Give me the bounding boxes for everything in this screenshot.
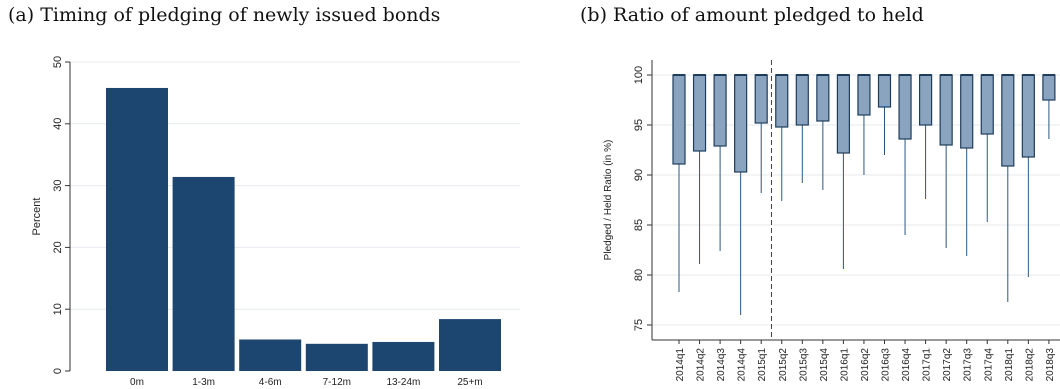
chart-a-x-tick-label: 7-12m <box>323 377 351 388</box>
chart-b-y-axis-label: Pledged / Held Ratio (in %) <box>603 140 614 261</box>
chart-b-x-tick-label: 2017q2 <box>942 348 953 382</box>
chart-a-y-tick-label: 10 <box>52 303 64 315</box>
chart-b-box-2015q4 <box>816 74 830 122</box>
chart-b-box-2014q4 <box>734 74 748 173</box>
chart-b-y-tick-label: 100 <box>633 66 645 84</box>
chart-a-x-tick-label: 13-24m <box>386 377 420 388</box>
chart-b-box-2015q2 <box>775 74 789 128</box>
chart-b-box-2017q3 <box>960 74 974 149</box>
chart-a-bar-25+m <box>439 319 501 371</box>
chart-b-x-tick-label: 2015q2 <box>778 348 789 382</box>
chart-b-x-tick-label: 2017q4 <box>983 348 994 382</box>
chart-b-x-tick-label: 2015q3 <box>798 348 809 382</box>
chart-b-box-2014q3 <box>713 74 727 147</box>
chart-b-x-tick-label: 2016q3 <box>881 348 892 382</box>
chart-b-y-tick-label: 75 <box>633 319 645 331</box>
chart-b-y-tick-label: 90 <box>633 169 645 181</box>
chart-b-y-tick-label: 80 <box>633 269 645 281</box>
chart-b-x-tick-label: 2014q4 <box>737 348 748 382</box>
chart-b-x-tick-label: 2015q4 <box>819 348 830 382</box>
chart-b-box-2014q2 <box>692 74 707 152</box>
chart-a-y-tick-label: 40 <box>52 118 64 130</box>
chart-a-bar-13-24m <box>372 341 435 371</box>
chart-b-x-tick-label: 2014q1 <box>675 348 686 382</box>
chart-b-x-tick-label: 2016q4 <box>901 348 912 382</box>
chart-b-box-2018q3 <box>1042 74 1056 101</box>
chart-b-box-2014q1 <box>672 74 686 165</box>
chart-b-x-tick-label: 2018q2 <box>1024 348 1035 382</box>
chart-b-x-tick-label: 2016q2 <box>860 348 871 382</box>
chart-a-y-axis-label: Percent <box>31 198 43 236</box>
chart-a-y-tick-label: 30 <box>52 179 64 191</box>
chart-b-x-tick-label: 2018q1 <box>1004 348 1015 382</box>
chart-b-x-tick-label: 2017q3 <box>963 348 974 382</box>
chart-b-box-2015q1 <box>754 74 768 124</box>
chart-b-box-2015q3 <box>795 74 809 126</box>
chart-b-box-2018q2 <box>1021 74 1035 158</box>
chart-b-box-2017q2 <box>939 74 953 146</box>
chart-b-y-tick-label: 85 <box>633 219 645 231</box>
chart-b-x-tick-label: 2017q1 <box>922 348 933 382</box>
chart-b-box-2016q1 <box>836 74 851 154</box>
chart-a-x-tick-label: 1-3m <box>192 377 215 388</box>
chart-b-x-tick-label: 2014q3 <box>716 348 727 382</box>
chart-b-title: (b) Ratio of amount pledged to held <box>580 4 924 26</box>
chart-b-box-2016q4 <box>898 74 912 140</box>
chart-a-title: (a) Timing of pledging of newly issued b… <box>8 4 441 26</box>
chart-a-bar-1-3m <box>172 176 235 371</box>
chart-a-y-tick-label: 20 <box>52 241 64 253</box>
chart-b-x-tick-label: 2016q1 <box>839 348 850 382</box>
chart-b-box-2017q1 <box>918 74 933 126</box>
chart-b-box-2017q4 <box>980 74 994 135</box>
chart-a-bar-7-12m <box>305 343 368 371</box>
chart-b-box-2018q1 <box>1001 74 1015 167</box>
chart-b-x-tick-label: 2015q1 <box>757 348 768 382</box>
chart-b-y-tick-label: 95 <box>633 119 645 131</box>
chart-a-x-tick-label: 0m <box>130 377 144 388</box>
chart-a-bar-0m <box>106 87 168 372</box>
chart-b-box-2016q2 <box>857 74 871 116</box>
chart-a-x-tick-label: 4-6m <box>259 377 282 388</box>
chart-b-box-2016q3 <box>877 74 892 108</box>
chart-b-x-tick-label: 2014q2 <box>696 348 707 382</box>
chart-a-x-tick-label: 25+m <box>457 377 482 388</box>
chart-b-x-tick-label: 2018q3 <box>1045 348 1056 382</box>
chart-a-y-tick-label: 0 <box>52 368 64 374</box>
chart-a-bar-4-6m <box>239 339 302 371</box>
chart-a-y-tick-label: 50 <box>52 56 64 68</box>
